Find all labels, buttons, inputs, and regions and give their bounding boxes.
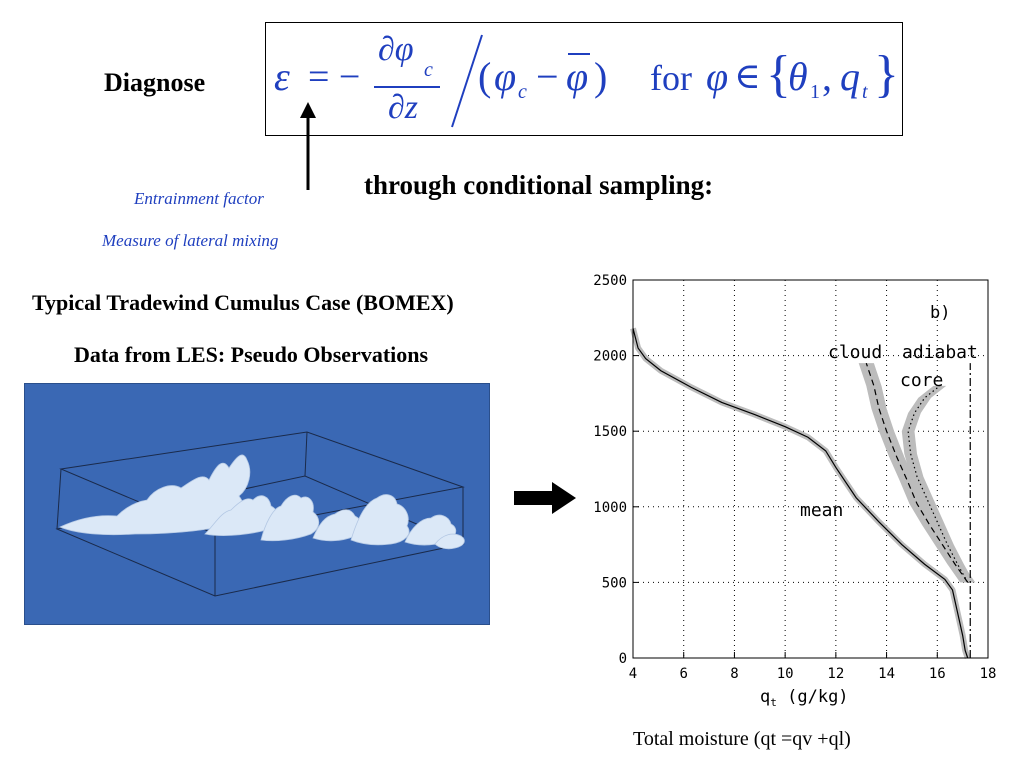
core-spread-band [901,385,975,583]
x-tick-label: 12 [827,666,844,682]
x-tick-label: 16 [929,666,946,682]
label-core: core [900,370,943,391]
right-arrow [514,482,576,514]
element-of: ∈ [734,56,761,96]
x-tick-label: 6 [679,666,687,682]
comma: , [822,54,832,99]
x-tick-label: 8 [730,666,738,682]
subtitle: through conditional sampling: [364,170,714,200]
q-symbol: q [840,54,860,99]
y-tick-label: 2500 [593,273,627,289]
x-axis-label: qt (g/kg) [760,687,849,709]
numerator-subscript: c [424,59,433,81]
moisture-profile-chart: 4 6 8 10 12 14 16 18 0 500 1000 1500 2000 2500 b) clo… [593,273,996,709]
set-close: } [874,46,899,103]
label-adiabat: adiabat [902,342,978,363]
diagnose-label: Diagnose [104,68,206,97]
phi-c-subscript: c [518,81,527,103]
equals-minus: = − [308,56,361,98]
q-subscript: t [862,81,868,103]
division-slash [451,34,483,128]
x-tick-label: 14 [878,666,895,682]
label-mean: mean [800,500,843,521]
cloud-profile-line [865,362,969,583]
numerator: ∂φ [378,31,414,68]
label-cloud: cloud [828,342,882,363]
annotation-mixing: Measure of lateral mixing [102,231,279,250]
x-tick-label: 18 [980,666,997,682]
y-tick-label: 500 [602,575,627,591]
minus-sign: − [536,54,559,99]
theta-symbol: θ [788,54,808,99]
set-open: { [766,46,791,103]
chart-ticks: 4 6 8 10 12 14 16 18 0 500 1000 1500 2000 2500 [593,273,996,682]
chart-lines [632,328,971,659]
cloud-spread-band [858,363,976,583]
phi-bar: φ [566,54,589,99]
y-tick-label: 2000 [593,349,627,365]
for-text: for [650,58,692,98]
les-cloud-field-image [24,383,490,625]
y-tick-label: 1000 [593,500,627,516]
y-tick-label: 1500 [593,424,627,440]
fraction-bar [374,86,440,88]
cloud-visualization [55,431,465,597]
case-title: Typical Tradewind Cumulus Case (BOMEX) [32,290,454,315]
overbar [568,53,590,55]
y-tick-label: 0 [619,651,627,667]
core-profile-line [907,385,969,583]
phi-c: φ [494,54,517,99]
panel-label: b) [930,303,950,323]
plot-frame [632,279,989,659]
up-arrow [300,102,316,190]
phi-symbol: φ [706,54,729,99]
denominator: ∂z [388,89,419,126]
mean-profile-line [632,328,969,659]
chart-caption: Total moisture (qt =qv +ql) [633,728,851,750]
paren-open: ( [478,54,492,99]
data-source: Data from LES: Pseudo Observations [74,342,429,367]
annotation-entrainment: Entrainment factor [134,189,264,208]
theta-subscript: 1 [810,81,820,103]
epsilon-symbol: ε [274,54,290,99]
paren-close: ) [594,54,608,99]
chart-grid [633,280,988,658]
x-tick-label: 10 [777,666,794,682]
x-tick-label: 4 [629,666,637,682]
equation-box: ε = − ∂φ c ∂z ( φ c − φ ) for φ ∈ { θ 1 … [265,22,903,136]
